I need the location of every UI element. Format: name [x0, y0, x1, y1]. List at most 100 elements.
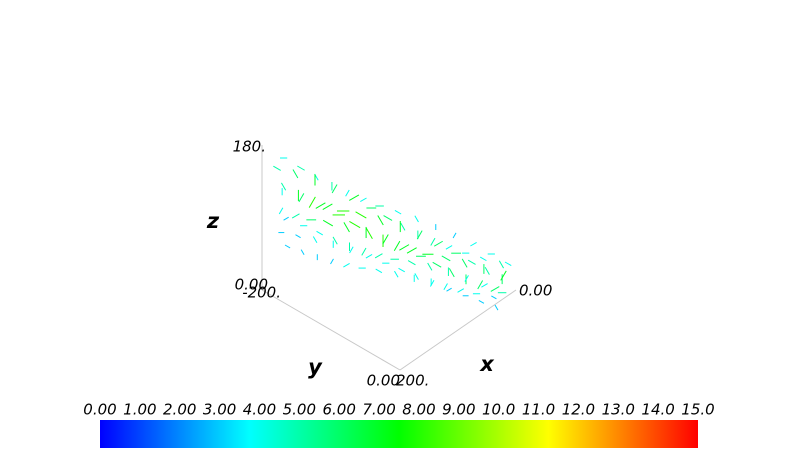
vector-glyph [300, 249, 305, 255]
vector-glyph [477, 280, 484, 290]
vector-glyph [491, 295, 497, 300]
colorbar-tick-label: 3.00 [203, 401, 236, 419]
vector-glyph [284, 244, 291, 249]
x-label: x [479, 352, 495, 376]
vector-glyph [479, 256, 487, 262]
vector-glyph [312, 236, 318, 244]
vector-glyph [414, 273, 419, 280]
colorbar-tick-label: 5.00 [283, 401, 316, 419]
vector-glyph [448, 268, 455, 278]
vector-glyph [355, 211, 367, 219]
vector-glyph [407, 260, 416, 266]
vector-glyph [280, 182, 287, 191]
vector-glyph [484, 267, 490, 275]
vector-glyph [297, 165, 305, 171]
x-min: 200. [396, 372, 429, 390]
x-axis [399, 289, 517, 371]
vector-glyph [316, 230, 324, 236]
colorbar-tick-label: 7.00 [362, 401, 395, 419]
vector-glyph [343, 222, 350, 233]
y-min: -200. [242, 284, 281, 302]
z-min: 0.00 [235, 276, 268, 294]
vector-glyph [457, 288, 465, 293]
z-max: 180. [233, 138, 266, 156]
vector-glyph [394, 270, 399, 278]
colorbar-tick-label: 9.00 [442, 401, 475, 419]
y-max: 0.00 [367, 372, 400, 390]
colorbar-tick-label: 11.0 [522, 401, 555, 419]
colorbar-tick-label: 0.00 [83, 401, 116, 419]
vector-glyph [349, 246, 354, 254]
colorbar-tick-label: 8.00 [402, 401, 435, 419]
vector-glyph [433, 240, 443, 247]
vector-glyph [283, 216, 289, 221]
vector-glyph [278, 207, 284, 215]
vector-glyph [349, 221, 361, 229]
vector-glyph [481, 283, 488, 288]
vector-glyph [360, 197, 367, 203]
colorbar-tick-label: 1.00 [123, 401, 156, 419]
colorbar-tick-label: 15.0 [681, 401, 714, 419]
vector-glyph [446, 287, 452, 292]
vector-glyph [383, 215, 393, 221]
vector-glyph [365, 254, 373, 259]
vector-glyph [375, 268, 383, 274]
x-max: 0.00 [519, 282, 552, 300]
vector-glyph [343, 263, 350, 268]
colorbar-tick-label: 14.0 [641, 401, 674, 419]
vector-glyph [406, 247, 417, 254]
vector-glyph [504, 261, 512, 267]
vector-glyph [365, 227, 373, 240]
colorbar-tick-label: 4.00 [243, 401, 276, 419]
colorbar [100, 420, 698, 448]
vector-glyph [452, 232, 457, 239]
z-label: z [206, 209, 220, 233]
vector-glyph [377, 215, 384, 226]
vector-glyph [393, 240, 401, 251]
vector-glyph [470, 241, 477, 247]
vector-glyph [478, 299, 485, 304]
vector-glyph [464, 275, 469, 282]
vector-glyph [416, 230, 423, 240]
colorbar-tick-label: 13.0 [602, 401, 635, 419]
vector-glyph [273, 165, 281, 171]
vector-glyph [322, 219, 334, 227]
y-axis [261, 289, 401, 371]
vector-glyph [361, 247, 367, 256]
vector-glyph [295, 234, 301, 239]
vector-glyph [291, 213, 300, 219]
vector-glyph [399, 244, 410, 251]
vector-glyph [345, 189, 350, 197]
vector-glyph [445, 245, 453, 250]
vector-glyph [322, 203, 333, 210]
vector-glyph [349, 194, 360, 201]
vector-glyph [331, 184, 338, 194]
vector-glyph [467, 259, 476, 265]
colorbar-tick-label: 10.0 [482, 401, 515, 419]
vector-glyph [394, 209, 402, 215]
vector-glyph [298, 193, 305, 203]
vector-glyph [430, 237, 436, 246]
colorbar-tick-label: 6.00 [322, 401, 355, 419]
colorbar-tick-label: 12.0 [562, 401, 595, 419]
vector-glyph [414, 215, 419, 223]
vector-glyph [490, 286, 500, 292]
vector-glyph [374, 253, 383, 259]
vector-glyph [292, 169, 299, 179]
vector-glyph [330, 258, 334, 265]
vector-glyph [308, 196, 316, 208]
vector-glyph [441, 255, 451, 262]
vector-glyph [432, 261, 442, 268]
colorbar-tick-label: 2.00 [163, 401, 196, 419]
vector-glyph [498, 260, 505, 269]
vector-glyph [398, 267, 406, 273]
vector-glyph [494, 304, 499, 311]
vector-glyph [500, 270, 507, 281]
vector-glyph [382, 234, 389, 245]
vector-glyph [315, 202, 326, 209]
vector-glyph [443, 283, 448, 291]
vector-glyph [429, 280, 435, 287]
y-label: y [308, 355, 323, 379]
vector-glyph [400, 222, 406, 231]
